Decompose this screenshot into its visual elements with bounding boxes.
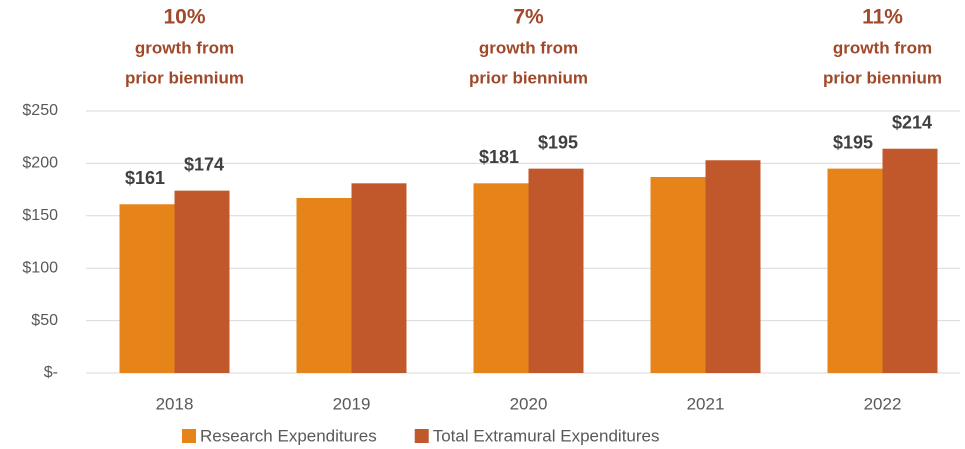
data-label: $174 xyxy=(184,154,224,174)
data-label: $181 xyxy=(479,147,519,167)
bar xyxy=(174,190,230,373)
x-tick-label: 2022 xyxy=(864,394,902,413)
annotation-text: prior biennium xyxy=(469,68,588,87)
bar xyxy=(528,168,584,373)
legend-label: Total Extramural Expenditures xyxy=(433,426,660,445)
x-tick-label: 2020 xyxy=(510,394,548,413)
bar xyxy=(296,197,352,373)
x-tick-label: 2018 xyxy=(156,394,194,413)
annotation-text: growth from xyxy=(833,38,932,57)
data-label: $214 xyxy=(892,112,932,132)
bar xyxy=(473,183,529,373)
data-label: $195 xyxy=(833,132,873,152)
y-tick-label: $100 xyxy=(22,259,58,276)
y-tick-label: $- xyxy=(44,364,58,381)
legend-swatch xyxy=(414,429,429,443)
y-tick-label: $200 xyxy=(22,155,58,172)
y-tick-label: $250 xyxy=(22,102,58,119)
y-tick-label: $150 xyxy=(22,207,58,224)
x-tick-label: 2021 xyxy=(687,394,725,413)
bar xyxy=(650,177,706,373)
x-tick-label: 2019 xyxy=(333,394,371,413)
bar xyxy=(705,160,761,373)
annotation-value: 11% xyxy=(862,6,903,29)
legend-label: Research Expenditures xyxy=(200,426,377,445)
bar xyxy=(351,183,407,373)
annotation-value: 7% xyxy=(513,6,544,29)
bar xyxy=(827,168,883,373)
annotation-value: 10% xyxy=(163,6,205,29)
y-tick-label: $50 xyxy=(31,312,58,329)
bar xyxy=(882,148,938,373)
annotation-text: prior biennium xyxy=(823,68,942,87)
data-label: $161 xyxy=(125,168,165,188)
legend-swatch xyxy=(182,429,196,443)
annotation-text: growth from xyxy=(479,38,578,57)
annotation-text: prior biennium xyxy=(125,68,244,87)
data-label: $195 xyxy=(538,132,578,152)
bar xyxy=(119,204,175,373)
annotation-text: growth from xyxy=(135,38,234,57)
